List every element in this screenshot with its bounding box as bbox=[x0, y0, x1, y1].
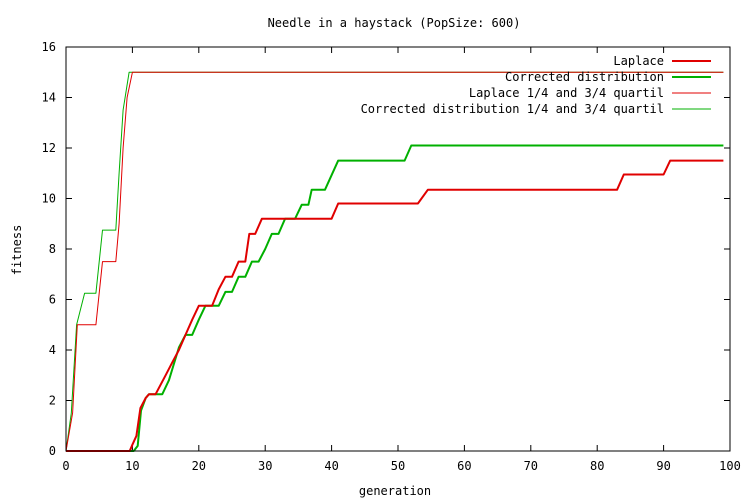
y-tick-label: 10 bbox=[42, 192, 56, 206]
x-tick-label: 0 bbox=[62, 459, 69, 473]
chart-title: Needle in a haystack (PopSize: 600) bbox=[268, 16, 521, 30]
x-tick-label: 10 bbox=[125, 459, 139, 473]
series-line-1 bbox=[66, 159, 724, 452]
x-tick-label: 60 bbox=[457, 459, 471, 473]
legend-label: Corrected distribution bbox=[505, 70, 664, 84]
series-lines bbox=[65, 71, 724, 452]
y-tick-label: 8 bbox=[49, 242, 56, 256]
legend-label: Laplace bbox=[613, 54, 664, 68]
x-axis-label: generation bbox=[359, 484, 431, 498]
plot-frame bbox=[65, 46, 731, 452]
x-tick-label: 80 bbox=[590, 459, 604, 473]
x-tick-label: 70 bbox=[524, 459, 538, 473]
x-tick-label: 90 bbox=[656, 459, 670, 473]
x-tick-label: 50 bbox=[391, 459, 405, 473]
series-line-2 bbox=[66, 144, 724, 452]
x-tick-label: 20 bbox=[192, 459, 206, 473]
x-tick-label: 40 bbox=[324, 459, 338, 473]
y-tick-label: 12 bbox=[42, 141, 56, 155]
legend: Laplace Corrected distribution Laplace 1/4… bbox=[361, 54, 711, 116]
y-tick-label: 14 bbox=[42, 91, 56, 105]
series-line-4 bbox=[65, 71, 724, 452]
x-tick-label: 30 bbox=[258, 459, 272, 473]
y-tick-label: 2 bbox=[49, 394, 56, 408]
y-tick-label: 6 bbox=[49, 293, 56, 307]
series-line-3 bbox=[65, 71, 724, 452]
legend-label: Corrected distribution 1/4 and 3/4 quart… bbox=[361, 102, 664, 116]
x-tick-label: 100 bbox=[719, 459, 741, 473]
y-tick-label: 0 bbox=[49, 444, 56, 458]
y-tick-label: 4 bbox=[49, 343, 56, 357]
axis-ticks: 0 10 20 30 40 50 60 70 80 90 100 0 2 4 6 8 10 12 14 16 bbox=[42, 40, 741, 473]
y-tick-label: 16 bbox=[42, 40, 56, 54]
legend-label: Laplace 1/4 and 3/4 quartil bbox=[469, 86, 664, 100]
y-axis-label: fitness bbox=[10, 225, 24, 276]
